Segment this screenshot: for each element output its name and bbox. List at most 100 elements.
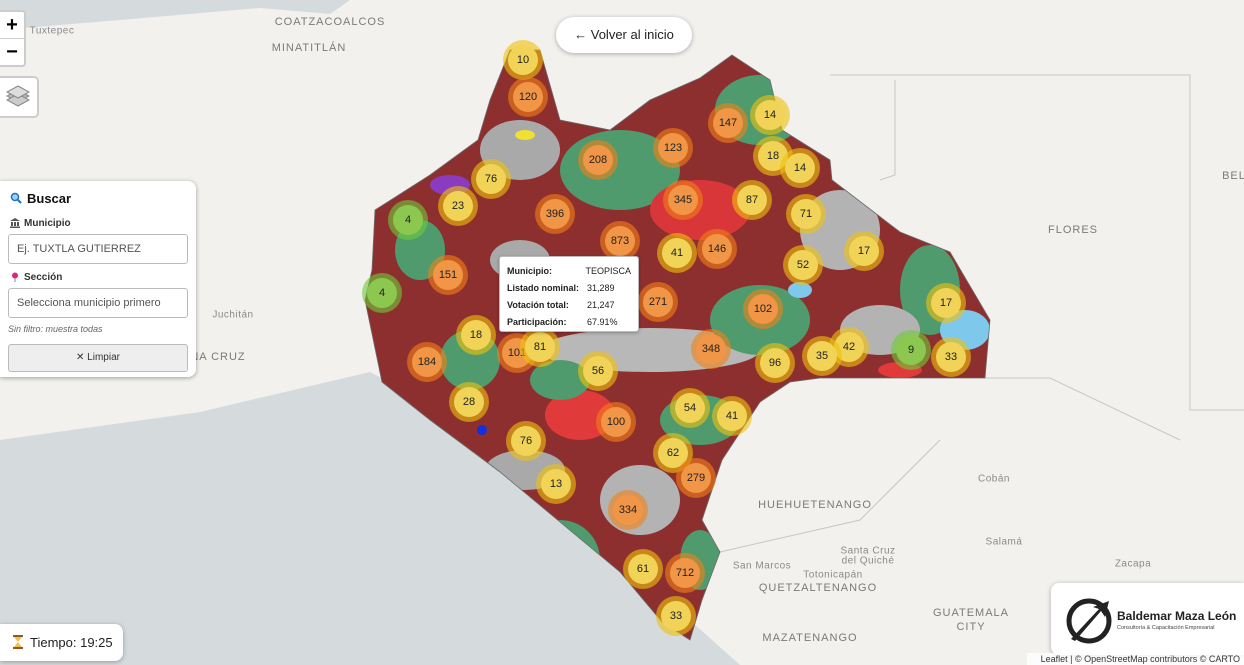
layers-control[interactable] [0,76,39,118]
cluster-core [511,426,541,456]
tooltip-key: Votación total: [507,299,569,310]
cluster-core [433,260,463,290]
cluster-marker[interactable]: 33 [931,337,971,377]
zoom-control: + − [0,10,26,67]
cluster-marker[interactable]: 56 [578,351,618,391]
place-label: HUEHUETENANGO [758,499,872,511]
cluster-marker[interactable]: 208 [578,140,618,180]
place-label: Juchitán [212,310,253,321]
attribution: Leaflet | © OpenStreetMap contributors ©… [1026,653,1244,665]
cluster-marker[interactable]: 345 [663,180,703,220]
cluster-core [613,495,643,525]
zoom-out[interactable]: − [0,38,24,65]
cluster-marker[interactable]: 271 [638,282,678,322]
attribution-text[interactable]: Leaflet | © OpenStreetMap contributors ©… [1040,654,1240,664]
cluster-marker[interactable]: 120 [508,77,548,117]
cluster-marker[interactable]: 41 [657,233,697,273]
cluster-core [702,234,732,264]
cluster-marker[interactable]: 17 [844,231,884,271]
cluster-marker[interactable]: 873 [600,221,640,261]
place-label: Tuxtepec [30,26,75,37]
selected-point[interactable] [477,425,487,435]
cluster-marker[interactable]: 151 [428,255,468,295]
cluster-core [713,108,743,138]
cluster-marker[interactable]: 17 [926,283,966,323]
cluster-core [807,341,837,371]
cluster-marker[interactable]: 4 [362,273,402,313]
cluster-marker[interactable]: 18 [456,315,496,355]
search-panel: Buscar Municipio Ej. TUXTLA GUTIERREZ Se… [0,181,196,377]
cluster-marker[interactable]: 348 [691,329,731,369]
cluster-marker[interactable]: 9 [891,330,931,370]
place-label: Totonicapán [803,570,862,581]
cluster-marker[interactable]: 54 [670,388,710,428]
cluster-marker[interactable]: 184 [407,342,447,382]
place-label: NA CRUZ [190,351,245,363]
cluster-marker[interactable]: 52 [783,245,823,285]
cluster-marker[interactable]: 35 [802,336,842,376]
tooltip-key: Listado nominal: [507,282,579,293]
zoom-in[interactable]: + [6,14,18,36]
tooltip-key: Municipio: [507,265,552,276]
cluster-marker[interactable]: 76 [506,421,546,461]
cluster-count: 396 [546,208,564,220]
cluster-marker[interactable]: 33 [656,596,696,636]
cluster-count: 334 [619,504,637,516]
place-label: CITY [956,621,985,633]
cluster-marker[interactable]: 41 [712,396,752,436]
tooltip-value: TEOPISCA [585,265,631,276]
cluster-count: 18 [470,329,482,341]
cluster-count: 712 [676,567,694,579]
cluster-core [791,199,821,229]
cluster-count: 62 [667,447,679,459]
cluster-core [412,347,442,377]
cluster-core [540,199,570,229]
cluster-marker[interactable]: 28 [449,382,489,422]
cluster-core [931,288,961,318]
cluster-marker[interactable]: 87 [732,180,772,220]
cluster-marker[interactable]: 146 [697,229,737,269]
cluster-marker[interactable]: 100 [596,402,636,442]
cluster-count: 42 [843,341,855,353]
cluster-count: 35 [816,350,828,362]
cluster-marker[interactable]: 14 [780,148,820,188]
clear-button[interactable]: ✕ Limpiar [8,344,188,372]
cluster-marker[interactable]: 123 [653,128,693,168]
cluster-marker[interactable]: 13 [536,464,576,504]
cluster-marker[interactable]: 14 [750,95,790,135]
cluster-count: 9 [908,344,914,356]
cluster-marker[interactable]: 334 [608,490,648,530]
tooltip-key: Participación: [507,316,567,327]
cluster-marker[interactable]: 81 [520,327,560,367]
cluster-marker[interactable]: 23 [438,186,478,226]
cluster-count: 100 [607,416,625,428]
cluster-count: 56 [592,365,604,377]
municipio-input[interactable]: Ej. TUXTLA GUTIERREZ [8,234,188,264]
cluster-marker[interactable]: 147 [708,103,748,143]
map-labels: COATZACOALCOS Tuxtepec MINATITLÁN BEL FLORES… [30,16,1244,644]
cluster-core [393,205,423,235]
cluster-marker[interactable]: 61 [623,549,663,589]
cluster-marker[interactable]: 4 [388,200,428,240]
home-button[interactable]: ← Volver al inicio [556,17,692,53]
cluster-count: 41 [726,410,738,422]
cluster-count: 76 [485,173,497,185]
cluster-marker[interactable]: 96 [755,343,795,383]
cluster-marker[interactable]: 76 [471,159,511,199]
cluster-marker[interactable]: 71 [786,194,826,234]
cluster-count: 52 [797,259,809,271]
tooltip-value: 21,247 [587,299,615,310]
tooltip: Municipio: TEOPISCA Listado nominal: 31,289… [499,256,639,332]
municipio-label: Municipio [8,218,188,229]
cluster-marker[interactable]: 10 [503,40,543,80]
cluster-marker[interactable]: 102 [743,289,783,329]
cluster-marker[interactable]: 279 [676,458,716,498]
cluster-marker[interactable]: 712 [665,553,705,593]
cluster-count: 61 [637,563,649,575]
cluster-core [755,100,785,130]
cluster-marker[interactable]: 396 [535,194,575,234]
seccion-select[interactable]: Selecciona municipio primero [8,288,188,318]
cluster-core [696,334,726,364]
